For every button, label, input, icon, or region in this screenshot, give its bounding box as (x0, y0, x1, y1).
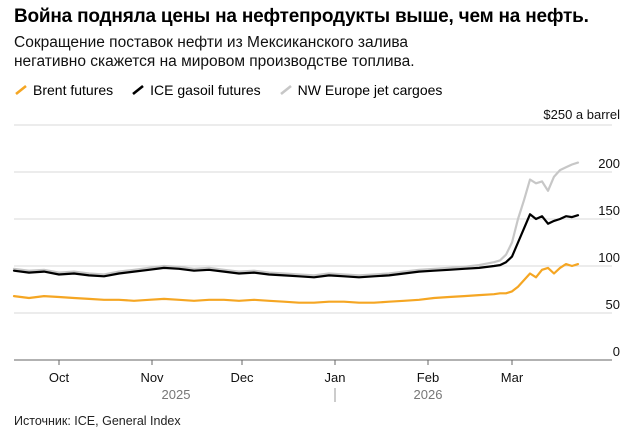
chart-title: Война подняла цены на нефтепродукты выше… (14, 6, 589, 27)
x-tick-label-Jan: Jan (325, 370, 346, 385)
series-line-gasoil (12, 213, 580, 279)
legend-item-gasoil: ICE gasoil futures (131, 82, 261, 98)
chart-subtitle: Сокращение поставок нефти из Мексиканско… (14, 34, 415, 70)
y-tick-label-150: 150 (598, 203, 620, 218)
year-label-2026: 2026 (414, 387, 443, 402)
legend-swatch-jet (279, 84, 292, 96)
legend-swatch-line-brent (15, 84, 27, 96)
legend-label-gasoil: ICE gasoil futures (150, 82, 261, 98)
x-tick-label-Oct: Oct (49, 370, 70, 385)
legend-label-brent: Brent futures (33, 82, 114, 98)
series-line-brent (12, 263, 580, 304)
y-unit-label: $250 a barrel (543, 107, 620, 122)
legend-label-jet: NW Europe jet cargoes (297, 82, 443, 98)
x-tick-label-Dec: Dec (230, 370, 254, 385)
legend-swatch-gasoil (132, 84, 144, 96)
x-tick-label-Feb: Feb (417, 370, 439, 385)
x-tick-label-Nov: Nov (140, 370, 164, 385)
legend-swatch-line-jet (279, 84, 292, 96)
series-line-jet (12, 161, 580, 277)
y-tick-label-100: 100 (598, 250, 620, 265)
x-tick-label-Mar: Mar (501, 370, 524, 385)
legend-item-brent: Brent futures (14, 82, 113, 98)
y-tick-label-200: 200 (598, 156, 620, 171)
year-label-2025: 2025 (162, 387, 191, 402)
legend-swatch-brent (15, 84, 27, 96)
legend: Brent futures ICE gasoil futures NW Euro… (14, 82, 442, 98)
source-note: Источник: ICE, General Index (14, 414, 181, 428)
y-tick-label-50: 50 (606, 297, 620, 312)
legend-item-jet: NW Europe jet cargoes (279, 82, 443, 98)
y-tick-label-0: 0 (613, 344, 620, 359)
legend-swatch-line-gasoil (132, 84, 144, 96)
